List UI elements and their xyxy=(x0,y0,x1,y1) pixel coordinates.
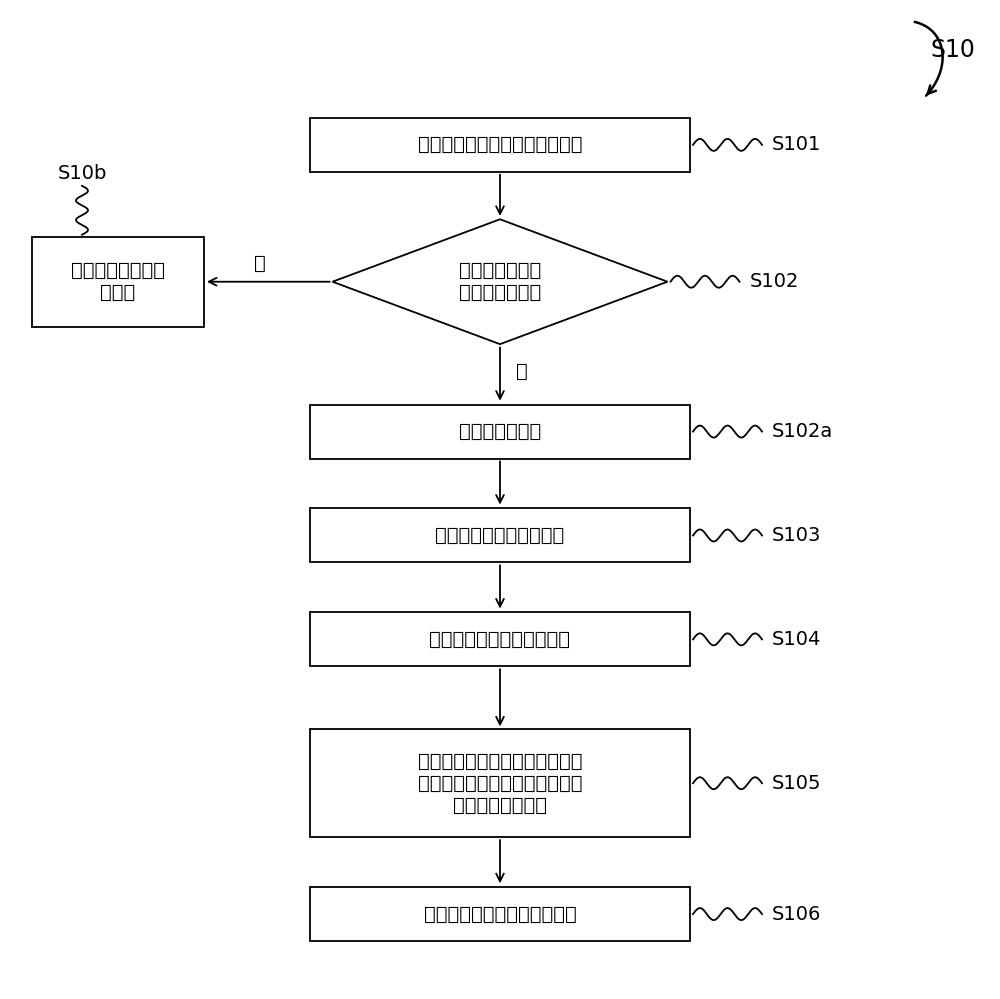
Text: 发送未符合租赁条
件通知: 发送未符合租赁条 件通知 xyxy=(71,261,165,303)
Text: S103: S103 xyxy=(772,525,821,545)
FancyBboxPatch shape xyxy=(310,508,690,562)
FancyBboxPatch shape xyxy=(310,887,690,941)
Text: S106: S106 xyxy=(772,904,821,924)
FancyBboxPatch shape xyxy=(310,118,690,172)
Text: S102a: S102a xyxy=(772,422,833,442)
FancyBboxPatch shape xyxy=(310,729,690,837)
Text: 传送栈板租赁单至物流平台: 传送栈板租赁单至物流平台 xyxy=(430,629,570,649)
Text: 否: 否 xyxy=(254,254,266,273)
Text: S101: S101 xyxy=(772,135,821,155)
Text: S10b: S10b xyxy=(57,164,107,184)
Text: 产生栈板租赁单: 产生栈板租赁单 xyxy=(459,422,541,442)
Text: 依据指定运载条件从物流平台所
接收的至少一候选账号决定其中
一者作为运载账号: 依据指定运载条件从物流平台所 接收的至少一候选账号决定其中 一者作为运载账号 xyxy=(418,751,582,815)
Text: S105: S105 xyxy=(772,773,821,793)
Polygon shape xyxy=(332,220,668,344)
Text: S104: S104 xyxy=(772,629,821,649)
Text: 确认栈板需求是
否符合租赁条件: 确认栈板需求是 否符合租赁条件 xyxy=(459,261,541,303)
FancyBboxPatch shape xyxy=(310,612,690,666)
Text: 发送计费通知至用户账号: 发送计费通知至用户账号 xyxy=(435,525,565,545)
Text: S102: S102 xyxy=(750,272,799,292)
Text: 是: 是 xyxy=(516,362,528,382)
Text: S10: S10 xyxy=(930,38,975,62)
FancyBboxPatch shape xyxy=(32,237,204,327)
Text: 接收用户账号所发出的栈板需求: 接收用户账号所发出的栈板需求 xyxy=(418,135,582,155)
Text: 接收物流平台的物流费用通知: 接收物流平台的物流费用通知 xyxy=(424,904,576,924)
FancyBboxPatch shape xyxy=(310,405,690,459)
